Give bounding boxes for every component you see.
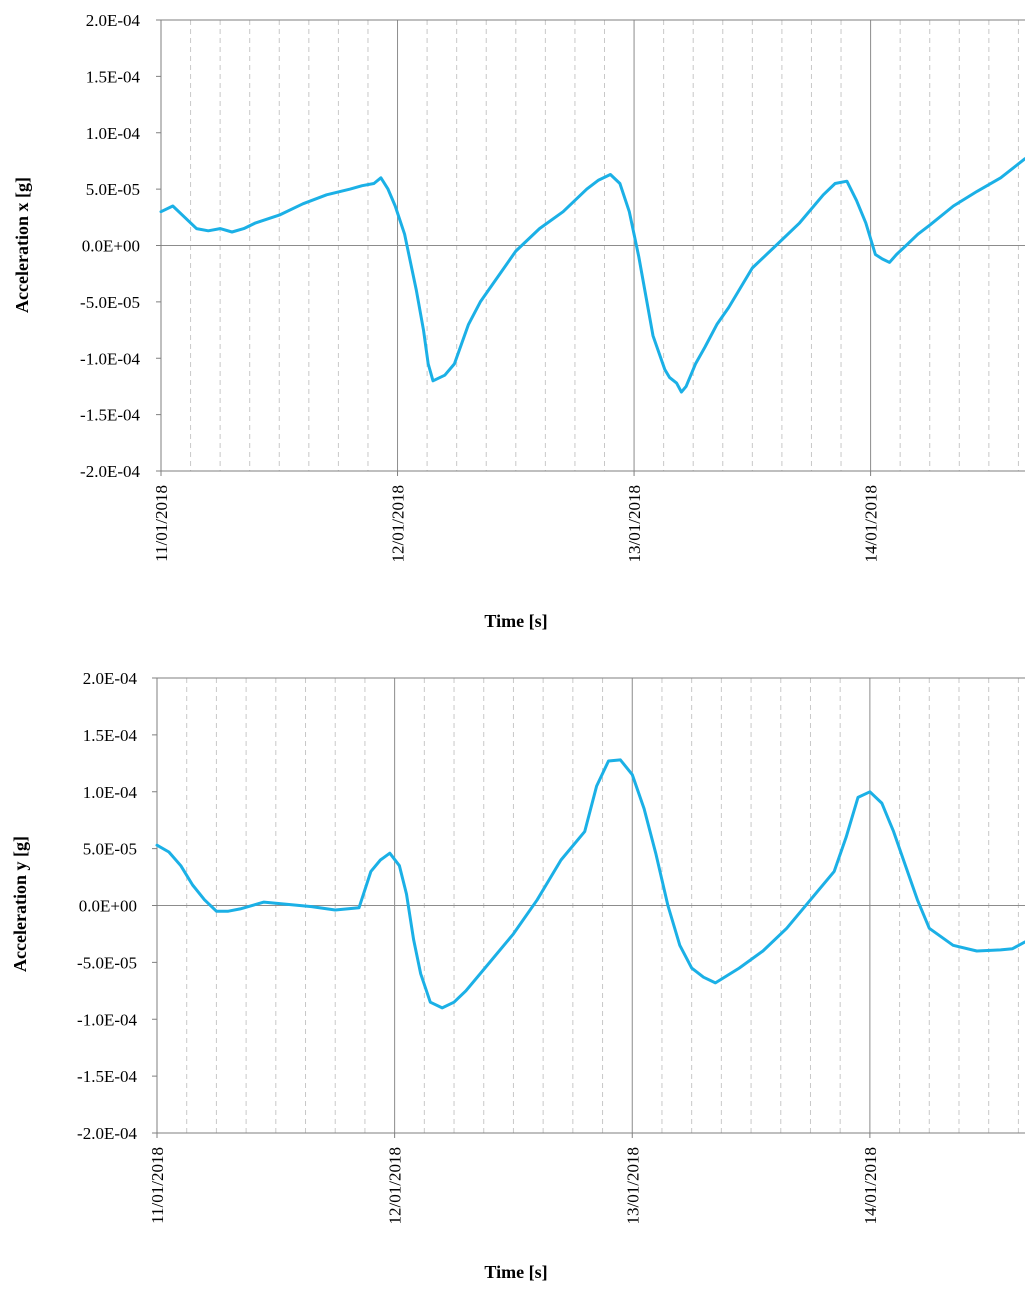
- x-tick-label: 11/01/2018: [148, 1147, 167, 1224]
- y-tick-label: -5.0E-05: [80, 293, 140, 312]
- x-tick-label: 13/01/2018: [623, 1147, 642, 1224]
- x-tick-labels: 11/01/2018 12/01/2018 13/01/2018 14/01/2018: [148, 1147, 880, 1224]
- x-tick-label: 11/01/2018: [152, 485, 171, 562]
- acceleration-x-chart: 2.0E-04 1.5E-04 1.0E-04 5.0E-05 0.0E+00 -5.0E…: [0, 0, 1025, 648]
- acceleration-y-chart-svg: 2.0E-04 1.5E-04 1.0E-04 5.0E-05 0.0E+00 -5.0E…: [10, 669, 1025, 1282]
- series-layer: [159, 157, 1025, 394]
- y-tick-label: -1.5E-04: [80, 406, 140, 425]
- y-tick-labels: 2.0E-04 1.5E-04 1.0E-04 5.0E-05 0.0E+00 -5.0E…: [80, 11, 140, 481]
- y-tick-label: -1.0E-04: [77, 1010, 137, 1029]
- y-tick-label: 1.0E-04: [83, 783, 138, 802]
- y-tick-label: 2.0E-04: [86, 11, 141, 30]
- y-tick-label: 5.0E-05: [83, 840, 137, 859]
- y-tick-label: -2.0E-04: [77, 1124, 137, 1143]
- y-tick-label: -1.0E-04: [80, 349, 140, 368]
- grid: [161, 20, 1025, 471]
- series-layer: [155, 758, 1025, 1010]
- series-line: [155, 758, 1025, 1010]
- grid: [157, 678, 1025, 1133]
- y-tick-label: -5.0E-05: [77, 953, 137, 972]
- y-tick-label: -1.5E-04: [77, 1067, 137, 1086]
- acceleration-y-chart: 2.0E-04 1.5E-04 1.0E-04 5.0E-05 0.0E+00 -5.0E…: [0, 648, 1025, 1297]
- x-tick-label: 13/01/2018: [625, 485, 644, 562]
- y-axis-title: Acceleration y [g]: [10, 836, 30, 972]
- x-tick-labels: 11/01/2018 12/01/2018 13/01/2018 14/01/2018: [152, 485, 881, 562]
- y-tick-label: 5.0E-05: [86, 180, 140, 199]
- x-axis-title: Time [s]: [484, 611, 547, 631]
- x-tick-label: 14/01/2018: [862, 485, 881, 562]
- axes: [152, 677, 1025, 1138]
- y-tick-label: 1.5E-04: [86, 67, 141, 86]
- y-tick-label: 0.0E+00: [79, 897, 137, 916]
- acceleration-x-chart-svg: 2.0E-04 1.5E-04 1.0E-04 5.0E-05 0.0E+00 -5.0E…: [12, 11, 1025, 631]
- axes: [156, 19, 1025, 476]
- y-tick-label: 2.0E-04: [83, 669, 138, 688]
- x-tick-label: 12/01/2018: [389, 485, 408, 562]
- y-tick-label: 0.0E+00: [82, 237, 140, 256]
- y-tick-label: 1.0E-04: [86, 124, 141, 143]
- y-tick-labels: 2.0E-04 1.5E-04 1.0E-04 5.0E-05 0.0E+00 -5.0E…: [77, 669, 137, 1143]
- x-tick-label: 14/01/2018: [861, 1147, 880, 1224]
- x-tick-label: 12/01/2018: [386, 1147, 405, 1224]
- y-tick-label: 1.5E-04: [83, 726, 138, 745]
- x-axis-title: Time [s]: [484, 1262, 547, 1282]
- series-line: [159, 157, 1025, 394]
- y-axis-title: Acceleration x [g]: [12, 177, 32, 313]
- y-tick-label: -2.0E-04: [80, 462, 140, 481]
